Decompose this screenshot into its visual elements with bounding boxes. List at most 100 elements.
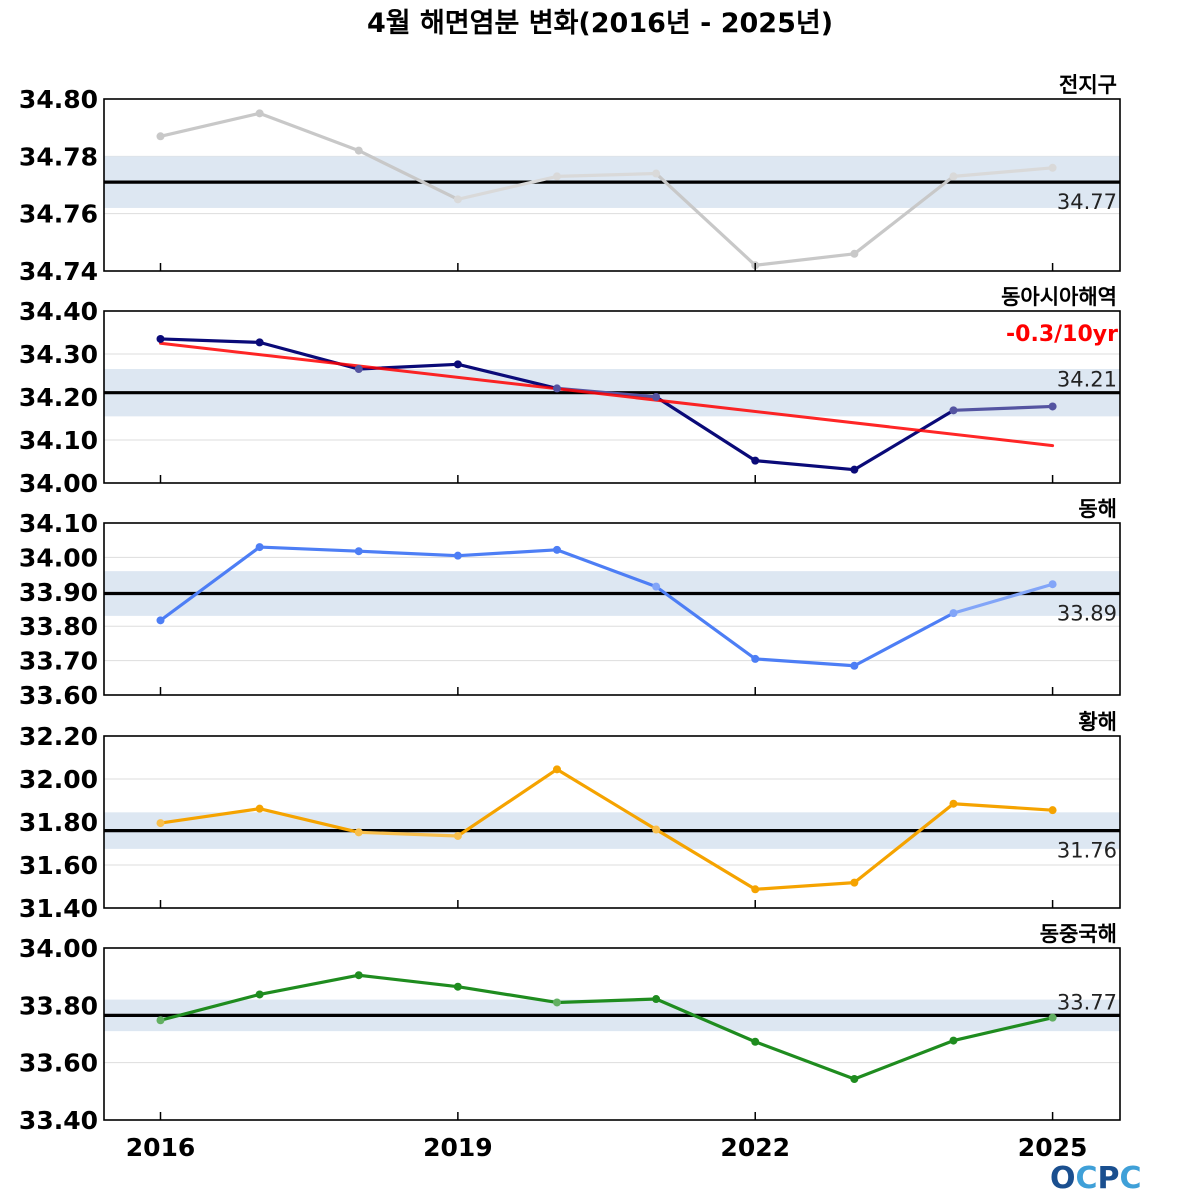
series-segment	[258, 111, 361, 153]
y-tick-label: 34.10	[19, 509, 98, 538]
data-point	[751, 654, 760, 663]
y-tick-label: 34.00	[19, 469, 98, 498]
data-point	[156, 132, 165, 141]
series-segment	[654, 827, 757, 891]
panel-title: 전지구	[1059, 73, 1117, 97]
data-point	[949, 799, 958, 808]
series-segment	[951, 404, 1055, 412]
data-point	[949, 406, 958, 415]
y-tick-label: 33.40	[19, 1106, 98, 1135]
series-segment	[951, 802, 1055, 812]
series-segment	[654, 997, 757, 1044]
climatology-label: 31.76	[1057, 839, 1117, 863]
data-point	[255, 804, 264, 813]
y-tick-label: 32.20	[19, 722, 98, 751]
series-segment	[456, 767, 559, 838]
y-tick-label: 31.60	[19, 851, 98, 880]
y-tick-label: 34.76	[19, 200, 98, 229]
data-point	[354, 146, 363, 155]
series-segment	[456, 985, 559, 1005]
data-point	[156, 616, 165, 625]
panel-5: 33.40 33.60 33.80 34.00 동중국해 33.77	[19, 922, 1121, 1135]
series-segment	[852, 408, 956, 472]
series-segment	[357, 973, 460, 989]
series-segment	[158, 807, 262, 825]
panel-frame	[103, 735, 1121, 909]
series-segment	[555, 171, 658, 178]
logo-text: OCPC	[1050, 1161, 1142, 1196]
data-point	[354, 828, 363, 837]
series-segment	[357, 549, 460, 558]
series-segment	[753, 1040, 856, 1081]
panel-title: 동아시아해역	[1001, 285, 1117, 309]
y-tick-label: 34.78	[19, 142, 98, 171]
logo-letter: C	[1076, 1161, 1098, 1196]
data-point	[453, 831, 462, 840]
y-tick-label: 34.40	[19, 297, 98, 326]
series-segment	[555, 767, 658, 832]
data-point	[850, 1075, 859, 1084]
panel-frame	[103, 522, 1121, 696]
data-point	[552, 765, 561, 774]
y-tick-label: 31.80	[19, 808, 98, 837]
series-segment	[753, 657, 856, 668]
y-tick-label: 33.80	[19, 612, 98, 641]
series-segment	[456, 362, 559, 390]
data-point	[552, 384, 561, 393]
panel-frame	[103, 98, 1121, 272]
trend-label: -0.3/10yr	[1006, 322, 1118, 347]
data-point	[1048, 1013, 1057, 1022]
series-segment	[158, 545, 262, 622]
y-tick-label: 33.60	[19, 1049, 98, 1078]
logo-letter: C	[1120, 1161, 1142, 1196]
series-segment	[555, 548, 658, 589]
climatology-label: 33.77	[1057, 990, 1117, 1014]
data-point	[354, 971, 363, 980]
series-segment	[258, 807, 361, 834]
data-point	[1048, 806, 1057, 815]
series-segment	[258, 973, 361, 997]
panel-3: 33.60 33.70 33.80 33.90 34.00 34.10 동해 33.89	[19, 497, 1121, 710]
logo-letter: P	[1098, 1161, 1120, 1196]
y-tick-label: 31.40	[19, 894, 98, 923]
panel-title: 황해	[1078, 710, 1117, 734]
y-tick-label: 33.60	[19, 681, 98, 710]
series-segment	[852, 1038, 956, 1081]
data-point	[850, 465, 859, 474]
data-point	[453, 195, 462, 204]
data-point	[652, 582, 661, 591]
y-tick-label: 33.80	[19, 991, 98, 1020]
series-segment	[357, 830, 460, 838]
panel-title: 동중국해	[1040, 922, 1117, 946]
data-point	[255, 990, 264, 999]
series-segment	[158, 111, 262, 138]
series-segment	[852, 802, 956, 885]
y-tick-label: 34.00	[19, 934, 98, 963]
y-tick-label: 34.00	[19, 543, 98, 572]
data-point	[552, 998, 561, 1007]
x-tick-label: 2019	[423, 1133, 493, 1162]
panel-1: 34.74 34.76 34.78 34.80 전지구 34.77	[19, 73, 1121, 286]
data-point	[255, 338, 264, 347]
y-tick-label: 32.00	[19, 765, 98, 794]
data-point	[354, 547, 363, 556]
data-point	[255, 543, 264, 552]
data-point	[850, 661, 859, 670]
data-point	[949, 1036, 958, 1045]
ocpc-logo: OCPC	[1050, 1161, 1142, 1196]
series-segment	[852, 611, 956, 668]
data-point	[751, 456, 760, 465]
data-point	[453, 982, 462, 991]
y-tick-label: 34.30	[19, 340, 98, 369]
data-point	[453, 360, 462, 369]
data-point	[156, 819, 165, 828]
data-point	[751, 885, 760, 894]
data-point	[255, 109, 264, 118]
data-point	[1048, 163, 1057, 172]
data-point	[652, 825, 661, 834]
series-segment	[158, 992, 262, 1022]
y-tick-label: 34.20	[19, 383, 98, 412]
panel-frame	[103, 947, 1121, 1121]
climatology-label: 33.89	[1057, 602, 1117, 626]
series-segment	[654, 171, 757, 267]
